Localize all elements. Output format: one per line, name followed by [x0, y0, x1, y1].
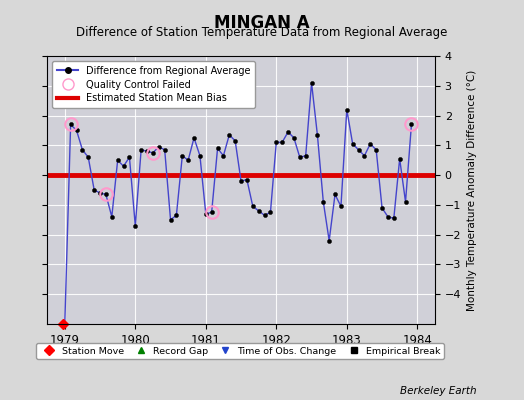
Text: Berkeley Earth: Berkeley Earth — [400, 386, 477, 396]
Text: Difference of Station Temperature Data from Regional Average: Difference of Station Temperature Data f… — [77, 26, 447, 39]
Y-axis label: Monthly Temperature Anomaly Difference (°C): Monthly Temperature Anomaly Difference (… — [467, 69, 477, 311]
Legend: Difference from Regional Average, Quality Control Failed, Estimated Station Mean: Difference from Regional Average, Qualit… — [52, 61, 255, 108]
Text: MINGAN A: MINGAN A — [214, 14, 310, 32]
Legend: Station Move, Record Gap, Time of Obs. Change, Empirical Break: Station Move, Record Gap, Time of Obs. C… — [36, 343, 444, 359]
